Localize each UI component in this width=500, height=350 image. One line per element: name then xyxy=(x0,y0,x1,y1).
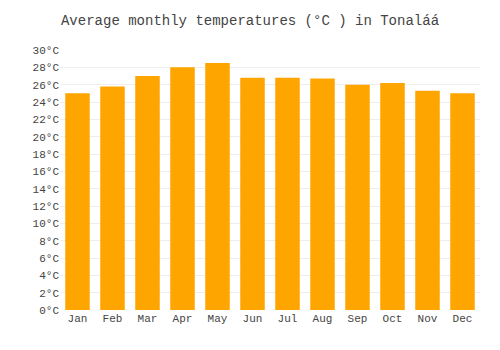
svg-text:Oct: Oct xyxy=(383,313,403,325)
svg-text:20°C: 20°C xyxy=(33,132,60,144)
svg-text:Average monthly temperatures (: Average monthly temperatures (°C ) in To… xyxy=(61,13,439,29)
svg-text:30°C: 30°C xyxy=(33,45,60,57)
svg-text:Mar: Mar xyxy=(138,313,158,325)
svg-text:16°C: 16°C xyxy=(33,166,60,178)
svg-text:18°C: 18°C xyxy=(33,149,60,161)
svg-text:14°C: 14°C xyxy=(33,184,60,196)
svg-text:28°C: 28°C xyxy=(33,62,60,74)
svg-text:Feb: Feb xyxy=(103,313,123,325)
svg-text:4°C: 4°C xyxy=(39,270,59,282)
svg-text:24°C: 24°C xyxy=(33,97,60,109)
svg-text:12°C: 12°C xyxy=(33,201,60,213)
svg-text:10°C: 10°C xyxy=(33,218,60,230)
svg-text:2°C: 2°C xyxy=(39,288,59,300)
svg-text:6°C: 6°C xyxy=(39,253,59,265)
svg-text:Aug: Aug xyxy=(313,313,333,325)
svg-text:Dec: Dec xyxy=(453,313,473,325)
svg-text:Jun: Jun xyxy=(243,313,263,325)
svg-text:0°C: 0°C xyxy=(39,305,59,317)
svg-text:Sep: Sep xyxy=(348,313,368,325)
svg-text:Jul: Jul xyxy=(278,313,298,325)
svg-text:May: May xyxy=(208,313,228,325)
svg-text:Nov: Nov xyxy=(418,313,438,325)
svg-text:8°C: 8°C xyxy=(39,236,59,248)
svg-text:Jan: Jan xyxy=(68,313,88,325)
svg-text:22°C: 22°C xyxy=(33,114,60,126)
svg-text:26°C: 26°C xyxy=(33,80,60,92)
svg-text:Apr: Apr xyxy=(173,313,193,325)
